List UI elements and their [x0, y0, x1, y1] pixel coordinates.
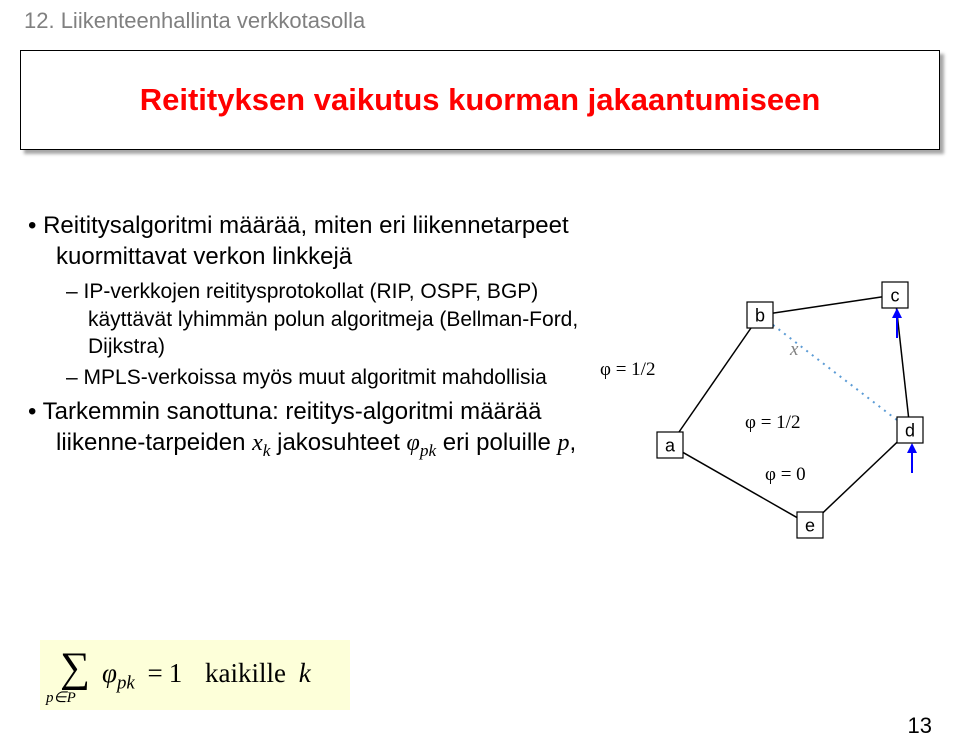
- diagram-label-2: φ = 1/2: [745, 412, 800, 433]
- bullet-1: Reititysalgoritmi määrää, miten eri liik…: [28, 210, 588, 272]
- node-a: a: [657, 432, 683, 458]
- node-c: c: [882, 282, 908, 308]
- diagram-label-1: x: [789, 339, 799, 360]
- b2-comma: ,: [570, 429, 577, 456]
- edge-b-c: [773, 297, 882, 313]
- slide-page: 12. Liikenteenhallinta verkkotasolla Rei…: [0, 0, 960, 753]
- diagram-label-3: φ = 0: [765, 464, 806, 485]
- b2-mid: jakosuhteet: [270, 429, 406, 456]
- formula-one: 1: [169, 658, 183, 688]
- b2-phi-sub: pk: [420, 441, 436, 460]
- b2-post: eri poluille: [436, 429, 557, 456]
- arrow-d: [907, 443, 917, 473]
- sigma-symbol: ∑: [60, 644, 90, 692]
- formula-box: ∑ p∈P φpk =1 kaikille k: [40, 640, 350, 710]
- b2-var-x: x: [252, 430, 263, 456]
- svg-text:d: d: [905, 420, 915, 440]
- bullet-1a: IP-verkkojen reititysprotokollat (RIP, O…: [28, 278, 588, 360]
- node-d: d: [897, 417, 923, 443]
- section-header: 12. Liikenteenhallinta verkkotasolla: [24, 8, 365, 34]
- edge-a-e: [683, 452, 797, 517]
- svg-text:b: b: [755, 305, 765, 325]
- bullet-content: Reititysalgoritmi määrää, miten eri liik…: [28, 210, 588, 468]
- slide-title: Reitityksen vaikutus kuorman jakaantumis…: [140, 82, 821, 118]
- bullet-1b: MPLS-verkoissa myös muut algoritmit mahd…: [28, 364, 588, 391]
- svg-text:e: e: [805, 515, 815, 535]
- network-diagram: a b c d e φ = 1/2 x φ = 1/2 φ = 0: [590, 260, 950, 600]
- page-number: 13: [908, 713, 932, 739]
- edge-c-d: [896, 308, 908, 417]
- formula-eq: =: [142, 658, 169, 688]
- formula-kaikille: kaikille: [189, 658, 286, 688]
- title-box: Reitityksen vaikutus kuorman jakaantumis…: [20, 50, 940, 150]
- formula-k: k: [293, 658, 311, 688]
- node-b: b: [747, 302, 773, 328]
- b2-p: p: [558, 430, 570, 456]
- svg-text:c: c: [891, 285, 900, 305]
- diagram-label-0: φ = 1/2: [600, 359, 655, 380]
- sigma-sub: p∈P: [46, 688, 76, 707]
- formula-phi-sub: pk: [117, 672, 135, 693]
- formula: ∑ p∈P φpk =1 kaikille k: [40, 640, 350, 710]
- bullet-2: Tarkemmin sanottuna: reititys-algoritmi …: [28, 396, 588, 462]
- edge-e-d: [823, 442, 897, 512]
- node-e: e: [797, 512, 823, 538]
- formula-phi: φ: [102, 658, 117, 688]
- formula-body: φpk =1 kaikille k: [102, 658, 311, 694]
- b2-phi: φ: [407, 430, 420, 456]
- svg-text:a: a: [665, 435, 676, 455]
- arrow-c: [892, 308, 902, 338]
- edge-a-b: [679, 328, 751, 432]
